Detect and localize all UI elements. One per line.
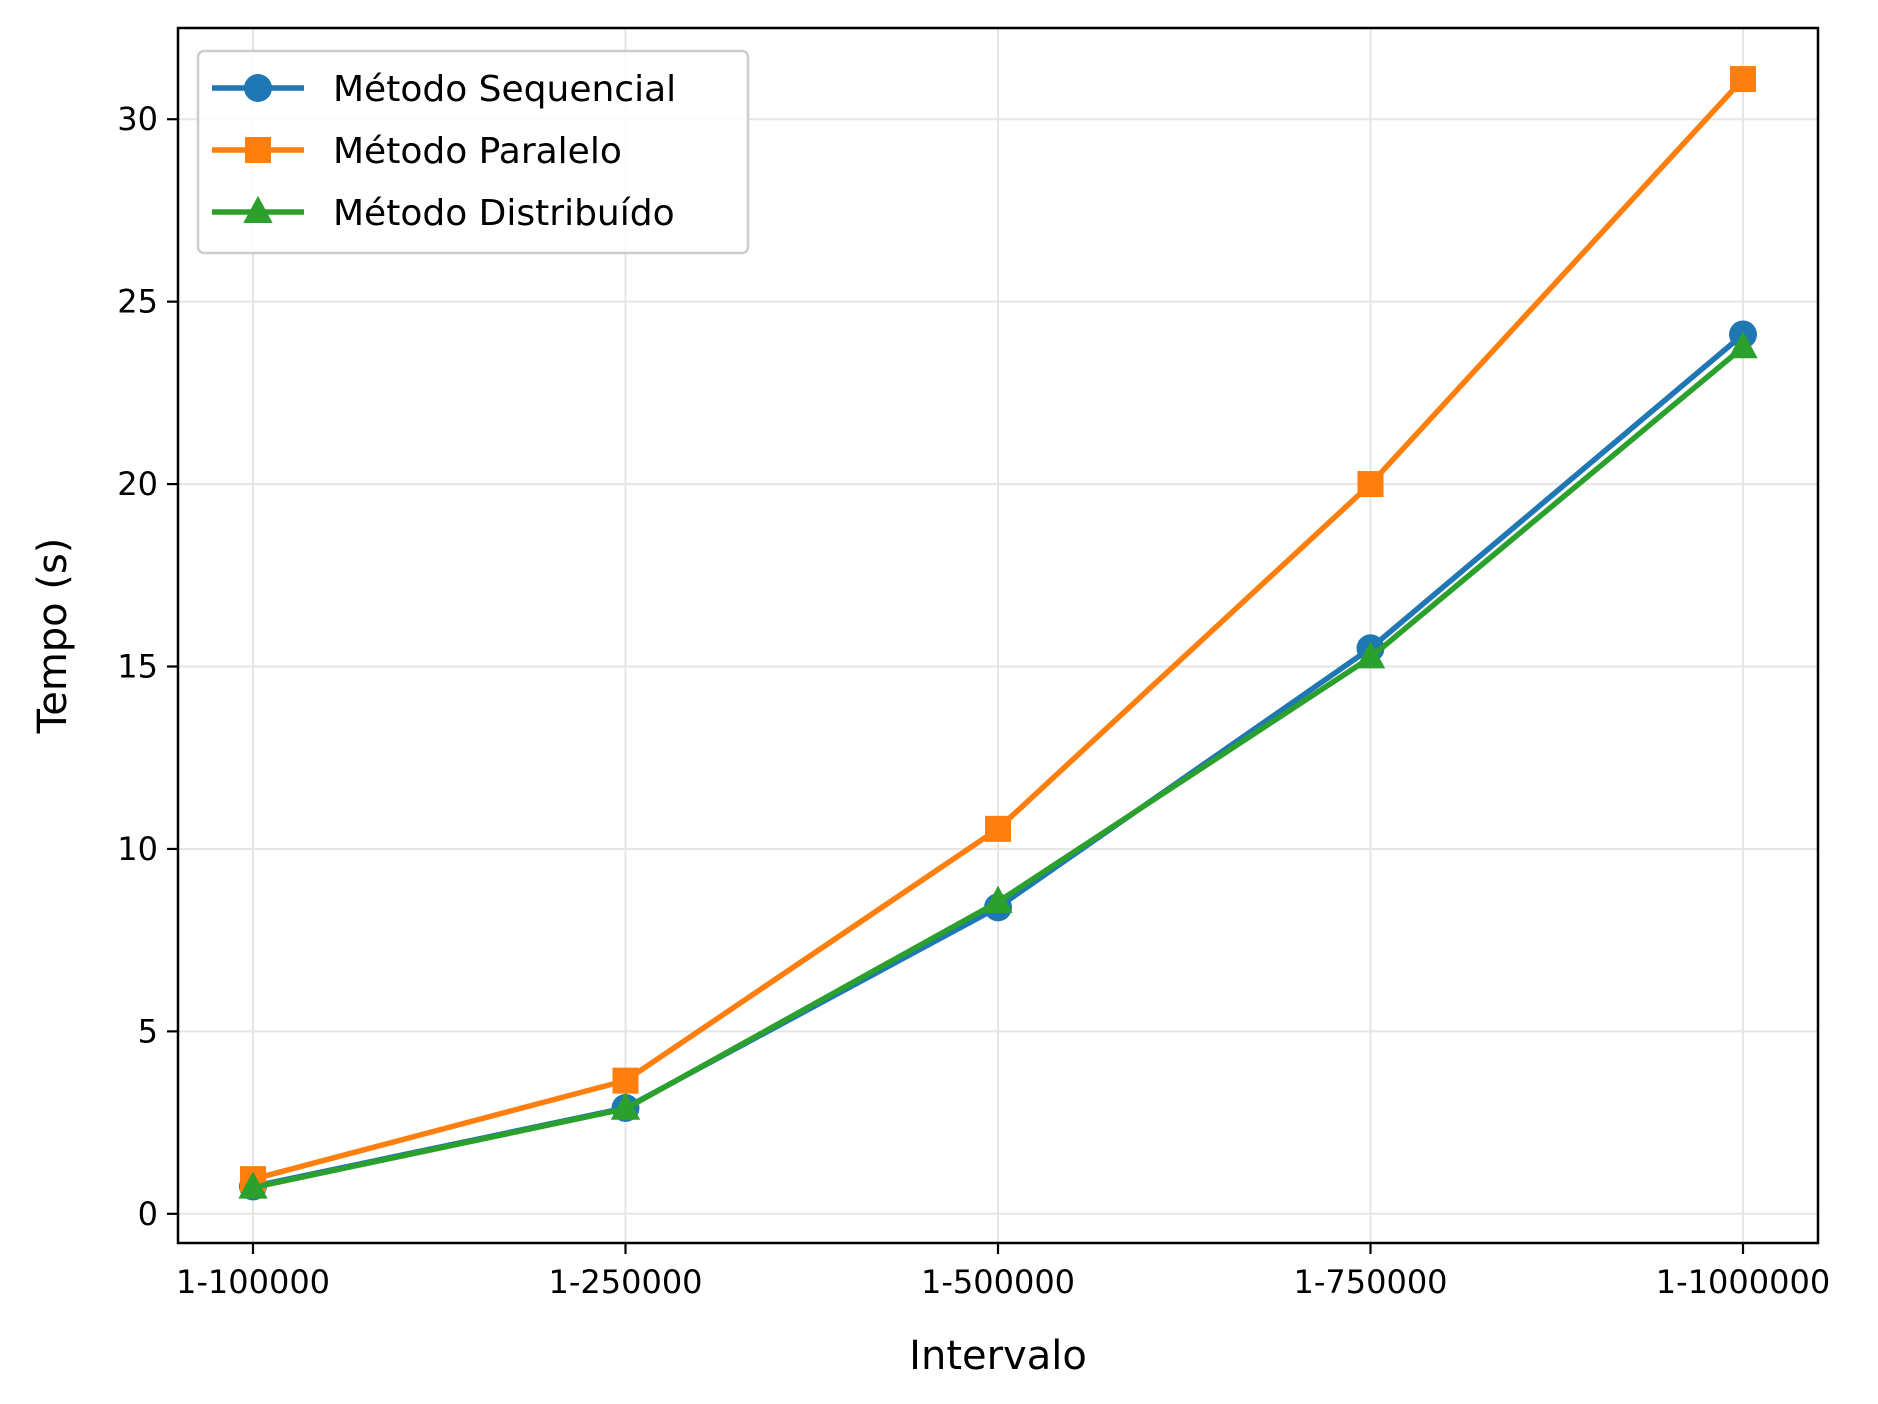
legend-marker (244, 74, 272, 102)
ticks: 1-100000 1-250000 1-500000 1-750000 1-100000… (117, 100, 1830, 1301)
x-tick-label: 1-1000000 (1656, 1263, 1830, 1301)
series-3 (238, 331, 1758, 1199)
data-point (984, 815, 1012, 842)
legend-item: Método Sequencial (212, 69, 676, 110)
x-tick-label: 1-500000 (921, 1263, 1075, 1301)
legend-label: Método Distribuído (333, 193, 675, 234)
data-point (1357, 471, 1384, 498)
legend-box (196, 49, 750, 255)
legend-marker (243, 195, 273, 224)
legend-item: Método Paralelo (212, 131, 622, 172)
data-point (1355, 641, 1386, 669)
data-point (1729, 66, 1757, 93)
y-tick-label: 30 (117, 100, 158, 138)
data-point (238, 1171, 268, 1199)
data-point (983, 885, 1013, 913)
x-tick-label: 1-100000 (176, 1263, 330, 1301)
x-tick-label: 1-250000 (548, 1263, 702, 1301)
y-tick-label: 0 (138, 1195, 158, 1233)
series-group (238, 66, 1758, 1201)
y-tick-label: 10 (117, 830, 158, 868)
y-tick-label: 5 (138, 1012, 158, 1050)
data-point (1728, 331, 1758, 359)
grid (178, 28, 1818, 1243)
legend-label: Método Paralelo (333, 131, 622, 172)
y-tick-label: 25 (117, 283, 158, 321)
y-tick-label: 15 (117, 648, 158, 686)
legend-item: Método Distribuído (212, 193, 675, 234)
x-tick-label: 1-750000 (1293, 1263, 1447, 1301)
x-axis-label: Intervalo (909, 1333, 1087, 1379)
data-point (612, 1067, 639, 1094)
legend: Método Sequencial Método Paralelo Método D… (196, 49, 750, 255)
y-tick-label: 20 (117, 465, 158, 503)
legend-label: Método Sequencial (333, 69, 676, 110)
y-axis-label: Tempo (s) (30, 538, 76, 735)
data-point (610, 1092, 641, 1120)
legend-marker (244, 136, 272, 164)
